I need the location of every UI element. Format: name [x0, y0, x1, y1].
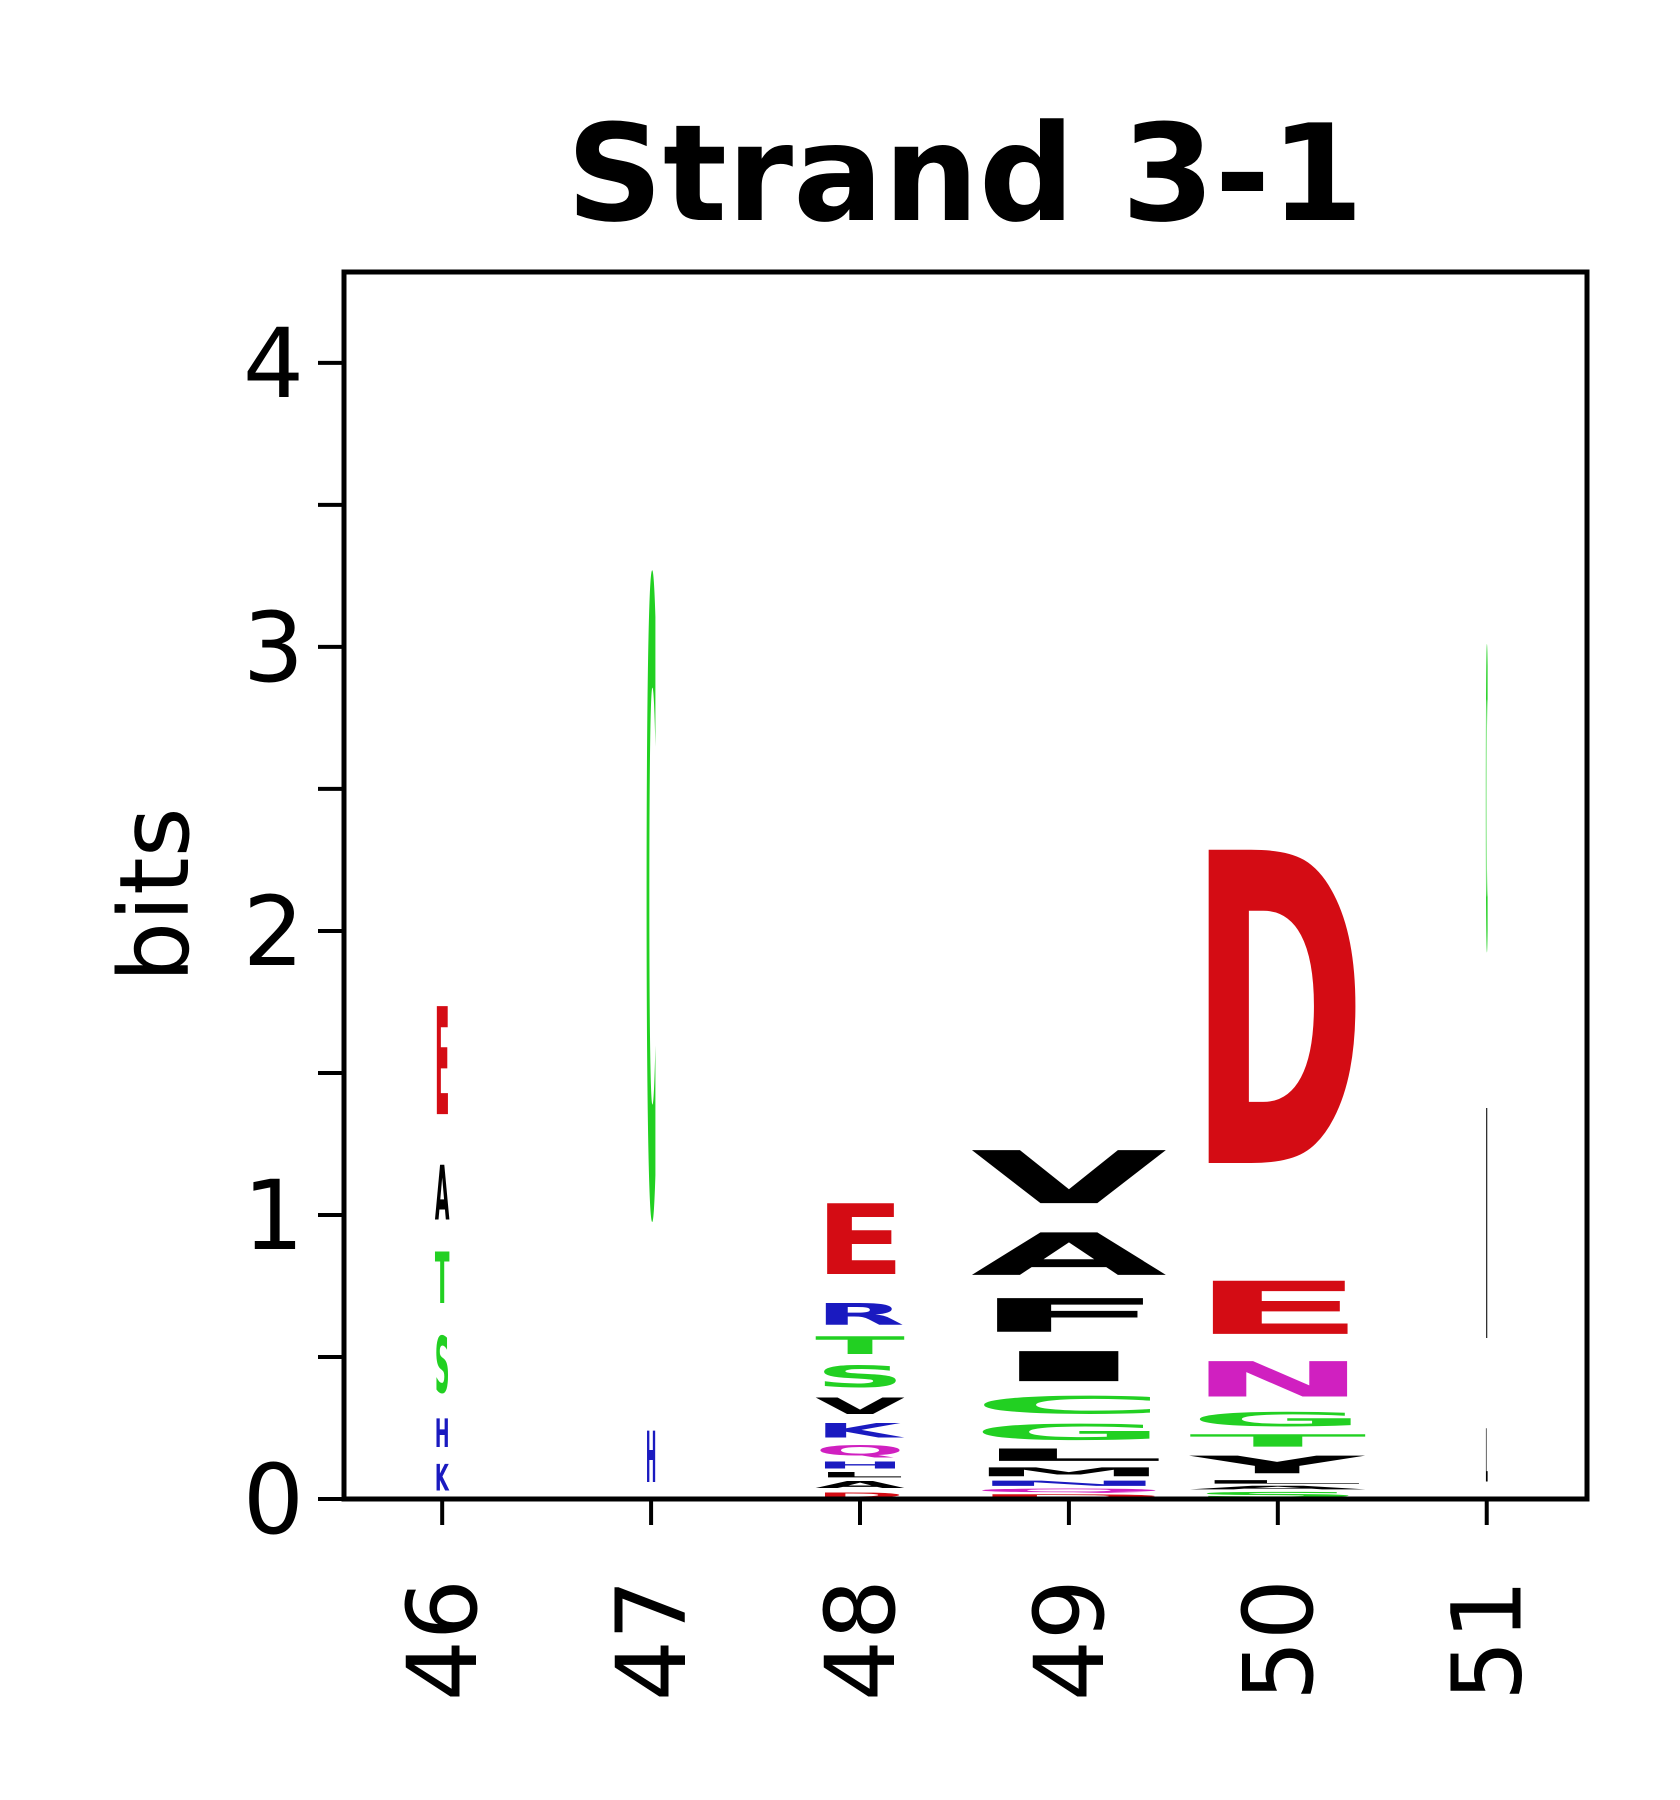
x-tick-label: 48 [805, 1579, 917, 1701]
logo-letter: R [815, 1298, 905, 1332]
logo-letter: Y [1189, 1451, 1366, 1479]
logo-letter: S [435, 1321, 450, 1411]
logo-letter: A [815, 1479, 905, 1490]
logo-letter: E [435, 977, 450, 1149]
logo-letter: M [971, 1465, 1167, 1479]
logo-letter: K [435, 1456, 450, 1499]
logo-letter: G [1189, 1408, 1367, 1431]
logo-letter: T [1189, 1431, 1367, 1451]
y-tick-label: 4 [243, 308, 304, 420]
logo-letter: I [971, 1343, 1167, 1391]
logo-letter: D [815, 1491, 905, 1499]
logo-letter: E [815, 1185, 905, 1298]
logo-letter: T [815, 1332, 905, 1360]
logo-letter: A [435, 1150, 450, 1238]
logo-letter: A [1189, 1485, 1367, 1491]
logo-letter: N [971, 1479, 1167, 1487]
logo-letter: N [1189, 1352, 1367, 1408]
logo-letter: V [815, 1394, 905, 1420]
x-tick-label: 51 [1432, 1579, 1544, 1701]
logo-letter: Q [971, 1488, 1167, 1494]
logo-letter: H [815, 1459, 905, 1470]
logo-letter: S [815, 1360, 905, 1394]
logo-letter: V [971, 1136, 1167, 1221]
logo-letter: L [971, 1445, 1167, 1465]
logo-letter: C [1486, 569, 1488, 1044]
chart-title: Strand 3-1 [566, 96, 1363, 252]
plot-frame [341, 269, 1590, 1502]
logo-letter: A [971, 1221, 1167, 1289]
y-tick-label: 1 [243, 1160, 304, 1272]
logo-letter: L [815, 1471, 905, 1480]
logo-letter: D [1189, 765, 1367, 1265]
x-tick-label: 46 [387, 1579, 499, 1701]
logo-letter: K [815, 1419, 906, 1442]
logo-letter: L [1189, 1479, 1367, 1485]
y-tick-label: 2 [243, 876, 304, 988]
logo-letter: I [1486, 1045, 1488, 1413]
logo-letter: C [646, 409, 656, 1413]
x-tick-label: 47 [596, 1579, 708, 1701]
y-axis-label: bits [99, 807, 211, 982]
y-tick-label: 3 [243, 592, 304, 704]
logo-letter: H [646, 1417, 656, 1499]
logo-letter: H [435, 1412, 450, 1457]
logo-letter: L [1486, 1415, 1488, 1500]
logo-letter: Q [815, 1442, 905, 1459]
logo-letter: D [971, 1493, 1167, 1499]
logo-letter: C [971, 1391, 1167, 1419]
x-tick-label: 49 [1014, 1579, 1126, 1701]
logo-letter: S [1189, 1491, 1367, 1499]
logo-letter: G [971, 1420, 1167, 1445]
logo-letter: F [971, 1289, 1167, 1343]
logo-letter: E [1189, 1267, 1367, 1352]
y-tick-label: 0 [243, 1444, 304, 1556]
x-tick-label: 50 [1223, 1579, 1335, 1701]
logo-letter: T [435, 1240, 450, 1321]
